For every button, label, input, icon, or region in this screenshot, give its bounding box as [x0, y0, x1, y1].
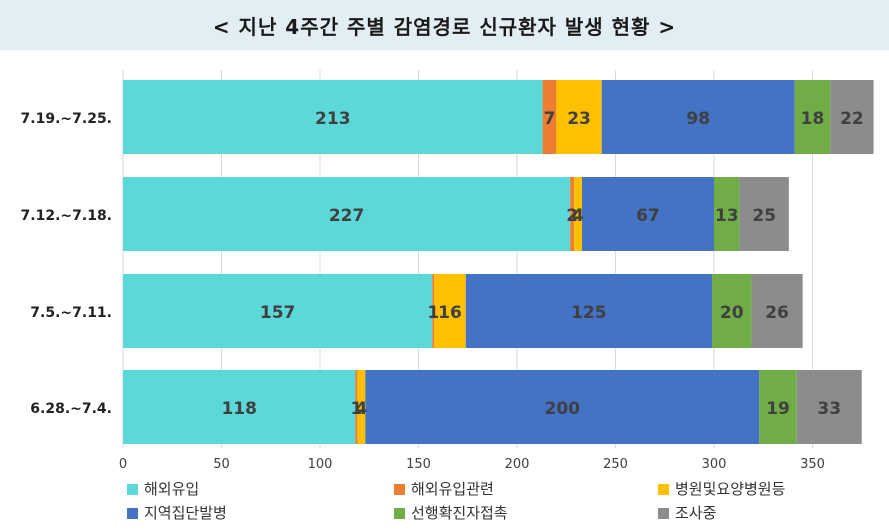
legend-label-0: 해외유입 — [144, 480, 199, 498]
x-tick-label: 300 — [702, 457, 727, 472]
legend-swatch-4 — [394, 508, 405, 519]
bar-segment-2-0 — [123, 274, 433, 348]
bar-segment-2-2 — [434, 274, 466, 348]
data-label-0-0: 213 — [315, 109, 351, 129]
data-label-3-1: 1 — [351, 399, 363, 419]
bar-segment-3-5 — [796, 370, 862, 444]
bar-segment-1-3 — [582, 177, 714, 251]
bar-segment-3-1 — [355, 370, 358, 444]
data-label-3-5: 33 — [817, 399, 841, 419]
legend-swatch-1 — [394, 484, 405, 495]
bar-segment-1-4 — [714, 177, 740, 251]
data-label-2-3: 125 — [571, 303, 607, 323]
bar-segment-1-0 — [123, 177, 571, 251]
chart-title-bar: < 지난 4주간 주별 감염경로 신규환자 발생 현황 > — [0, 0, 889, 50]
legend-swatch-0 — [127, 484, 138, 495]
data-label-0-5: 22 — [840, 109, 864, 129]
bar-segment-3-2 — [357, 370, 366, 444]
bar-segment-0-4 — [794, 80, 831, 154]
data-label-3-3: 200 — [545, 399, 581, 419]
x-tick-label: 250 — [603, 457, 628, 472]
chart-title: < 지난 4주간 주별 감염경로 신규환자 발생 현황 > — [212, 14, 677, 39]
category-label: 6.28.~7.4. — [30, 401, 112, 417]
data-label-2-4: 20 — [720, 303, 744, 323]
data-label-3-4: 19 — [766, 399, 790, 419]
bar-segment-1-2 — [574, 177, 583, 251]
bar-segment-2-3 — [465, 274, 713, 348]
legend-label-4: 선행확진자접촉 — [411, 504, 508, 522]
legend-swatch-3 — [127, 508, 138, 519]
bar-segment-2-1 — [432, 274, 435, 348]
data-label-2-2: 16 — [438, 303, 462, 323]
data-label-1-0: 227 — [329, 206, 365, 226]
bar-segment-0-5 — [830, 80, 874, 154]
legend-label-5: 조사중 — [675, 504, 716, 522]
x-tick-label: 200 — [505, 457, 530, 472]
bar-segment-3-4 — [759, 370, 797, 444]
legend-swatch-5 — [658, 508, 669, 519]
legend-swatch-2 — [658, 484, 669, 495]
data-label-0-3: 98 — [686, 109, 710, 129]
bar-segment-1-1 — [570, 177, 575, 251]
bar-segment-0-2 — [556, 80, 602, 154]
bar-segment-2-4 — [712, 274, 752, 348]
data-label-3-0: 118 — [221, 399, 257, 419]
bar-segment-0-0 — [123, 80, 543, 154]
x-tick-label: 0 — [119, 457, 127, 472]
data-label-2-1: 1 — [427, 303, 439, 323]
x-tick-label: 350 — [800, 457, 825, 472]
bar-segment-0-1 — [542, 80, 557, 154]
bar-segment-3-0 — [123, 370, 356, 444]
category-label: 7.19.~7.25. — [21, 111, 112, 127]
data-label-0-4: 18 — [801, 109, 825, 129]
data-label-1-3: 67 — [636, 206, 660, 226]
data-label-3-2: 4 — [355, 399, 367, 419]
bar-segment-3-3 — [365, 370, 760, 444]
data-label-0-2: 23 — [567, 109, 591, 129]
data-label-1-4: 13 — [715, 206, 739, 226]
x-tick-label: 50 — [213, 457, 230, 472]
data-label-2-0: 157 — [260, 303, 296, 323]
data-label-1-5: 25 — [752, 206, 776, 226]
bar-segment-1-5 — [739, 177, 789, 251]
data-label-0-1: 7 — [544, 109, 556, 129]
bar-segment-0-3 — [601, 80, 795, 154]
legend-label-1: 해외유입관련 — [411, 480, 494, 498]
category-label: 7.5.~7.11. — [30, 305, 112, 321]
legend-label-2: 병원및요양병원등 — [675, 480, 786, 498]
bar-segment-2-5 — [751, 274, 803, 348]
x-tick-label: 100 — [308, 457, 333, 472]
data-label-1-1: 2 — [566, 206, 578, 226]
legend-label-3: 지역집단발병 — [144, 504, 227, 522]
data-label-1-2: 4 — [572, 206, 584, 226]
x-tick-label: 150 — [406, 457, 431, 472]
data-label-2-5: 26 — [765, 303, 789, 323]
category-label: 7.12.~7.18. — [21, 208, 112, 224]
